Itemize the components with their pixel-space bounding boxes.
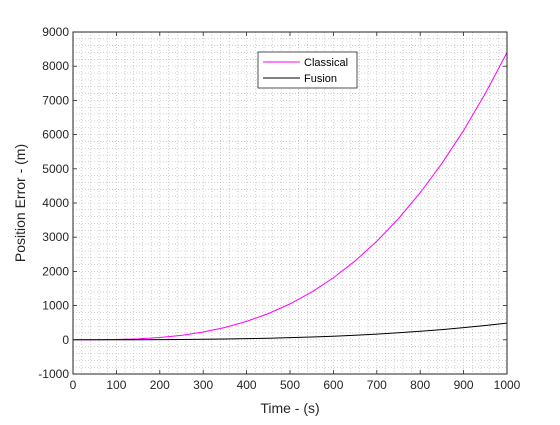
series-line-fusion: [73, 322, 508, 341]
y-tick-label: 7000: [42, 93, 69, 107]
y-tick-label: 0: [62, 333, 69, 347]
legend-label-fusion: Fusion: [304, 73, 337, 85]
legend-label-classical: Classical: [304, 57, 348, 69]
y-tick-label: 2000: [42, 264, 69, 278]
series-line-classical: [72, 52, 508, 341]
x-tick-label: 100: [106, 378, 126, 392]
x-tick-label: 200: [150, 378, 170, 392]
x-tick-label: 800: [410, 378, 430, 392]
y-tick-label: 6000: [42, 128, 69, 142]
y-tick-label: 8000: [42, 59, 69, 73]
x-tick-label: 900: [454, 378, 474, 392]
y-tick-label: 9000: [42, 25, 69, 39]
y-axis-label: Position Error - (m): [12, 144, 28, 262]
y-tick-label: 3000: [42, 230, 69, 244]
x-tick-label: 700: [367, 378, 387, 392]
y-tick-label: 4000: [42, 196, 69, 210]
y-tick-label: 1000: [42, 299, 69, 313]
y-tick-label: -1000: [38, 367, 69, 381]
x-axis-label: Time - (s): [260, 400, 319, 416]
x-tick-label: 1000: [494, 378, 521, 392]
x-tick-label: 600: [323, 378, 343, 392]
x-tick-label: 0: [70, 378, 77, 392]
series-layer: [72, 52, 508, 341]
x-tick-label: 500: [280, 378, 300, 392]
tick-layer: 0 100 200 300 400 500 600 700 800 900 1000-1000010…: [38, 25, 520, 392]
legend-box: [257, 51, 358, 89]
y-tick-label: 5000: [42, 162, 69, 176]
legend: Classical Fusion: [257, 51, 358, 89]
x-tick-label: 400: [237, 378, 257, 392]
x-tick-label: 300: [193, 378, 213, 392]
